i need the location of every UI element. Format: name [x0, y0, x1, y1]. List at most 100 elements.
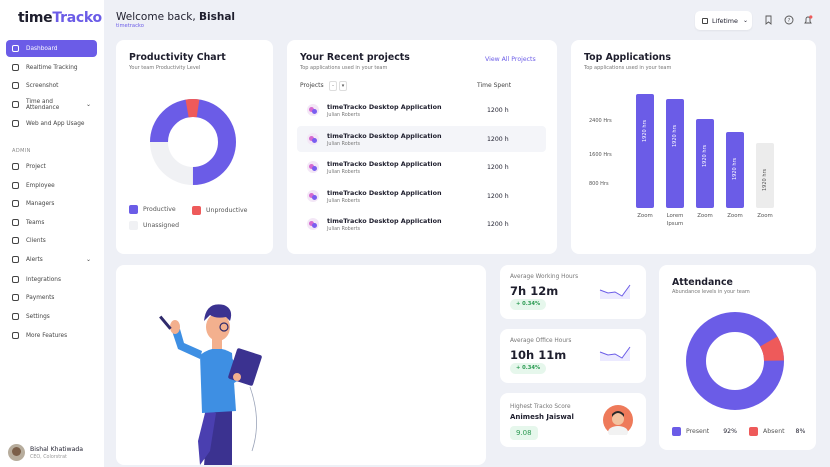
chart-bar[interactable]	[666, 99, 684, 208]
app-logo-icon	[307, 190, 319, 202]
app-logo-icon	[307, 218, 319, 230]
x-tick-label: Zoom	[757, 213, 773, 219]
gear-icon	[12, 313, 19, 320]
legend-swatch	[129, 205, 138, 214]
card-subtitle: Top applications used in your team	[300, 65, 388, 71]
notification-bell-icon[interactable]	[803, 15, 813, 25]
person-illustration	[159, 304, 262, 465]
sidebar-item-time-attendance[interactable]: Time and Attendance ⌄	[6, 96, 97, 113]
activity-icon	[12, 64, 19, 71]
sidebar-item-web-app-usage[interactable]: Web and App Usage	[6, 115, 97, 132]
illustration-card	[116, 265, 486, 465]
folder-icon	[12, 163, 19, 170]
column-header-time: Time Spent	[477, 82, 512, 89]
sort-desc-button[interactable]: ▾	[339, 81, 347, 91]
app-logo-icon	[307, 104, 319, 116]
view-all-projects-link[interactable]: View All Projects	[485, 56, 536, 63]
sidebar-item-more-features[interactable]: More Features	[6, 327, 97, 344]
app-logo-icon	[307, 161, 319, 173]
sidebar-item-screenshot[interactable]: Screenshot	[6, 77, 97, 94]
bookmark-icon[interactable]	[764, 15, 773, 25]
sidebar-item-integrations[interactable]: Integrations	[6, 271, 97, 288]
score-badge: 9.08	[510, 426, 538, 440]
chart-bar[interactable]	[756, 142, 774, 208]
sidebar-item-teams[interactable]: Teams	[6, 214, 97, 231]
svg-text:?: ?	[788, 18, 791, 24]
card-subtitle: Abundance levels in your team	[672, 289, 750, 295]
highest-score-card: Highest Tracko Score Animesh Jaiswal 9.0…	[500, 393, 646, 447]
avg-working-hours-card: Average Working Hours 7h 12m + 0.34%	[500, 265, 646, 319]
avatar	[8, 444, 25, 461]
trend-sparkline-icon	[599, 346, 631, 361]
legend-swatch	[192, 206, 201, 215]
bar-value-label: 1920 hrs	[642, 119, 648, 142]
legend-absent: Absent 8%	[749, 427, 805, 436]
table-row[interactable]: timeTracko Desktop Application Julian Rob…	[297, 126, 546, 152]
table-row[interactable]: timeTracko Desktop Application Julian Rob…	[297, 183, 546, 209]
chart-bar[interactable]	[726, 132, 744, 208]
recent-projects-card: Your Recent projects Top applications us…	[287, 40, 557, 254]
clock-icon	[12, 101, 19, 108]
user-profile[interactable]: Bishal Khatiwada CEO, Colorstrat	[8, 444, 83, 461]
sidebar-item-clients[interactable]: Clients	[6, 232, 97, 249]
sidebar-item-managers[interactable]: Managers	[6, 195, 97, 212]
chevron-down-icon: ⌄	[742, 17, 748, 24]
metric-value: 7h 12m	[510, 284, 559, 298]
y-tick-label: 1600 Hrs	[589, 152, 612, 158]
chart-bar[interactable]	[636, 94, 654, 208]
card-title: Your Recent projects	[300, 52, 410, 63]
legend-productive: Productive	[129, 205, 176, 214]
table-row[interactable]: timeTracko Desktop Application Julian Rob…	[297, 211, 546, 237]
avg-office-hours-card: Average Office Hours 10h 11m + 0.34%	[500, 329, 646, 383]
help-icon[interactable]: ?	[784, 15, 794, 25]
plus-circle-icon	[12, 332, 19, 339]
chart-bar[interactable]	[696, 118, 714, 208]
app-logo[interactable]: timeTracko	[18, 10, 102, 26]
y-tick-label: 800 Hrs	[589, 181, 609, 187]
attendance-donut	[686, 311, 784, 410]
column-header-projects: Projects	[300, 82, 324, 89]
bar-value-label: 1920 hrs	[762, 168, 768, 191]
avatar	[603, 405, 633, 435]
card-subtitle: Top applications used in your team	[584, 65, 672, 71]
chevron-down-icon: ⌄	[85, 256, 91, 263]
metric-value: 10h 11m	[510, 348, 567, 362]
productivity-donut	[150, 99, 236, 185]
team-icon	[12, 219, 19, 226]
metric-title: Average Working Hours	[510, 274, 579, 280]
legend-unassigned: Unassigned	[129, 221, 179, 230]
sidebar-item-alerts[interactable]: Alerts ⌄	[6, 251, 97, 268]
table-row[interactable]: timeTracko Desktop Application Julian Rob…	[297, 97, 546, 123]
card-title: Top Applications	[584, 52, 671, 63]
home-icon	[12, 45, 19, 52]
productivity-card: Productivity Chart Your team Productivit…	[116, 40, 273, 254]
top-applications-card: Top Applications Top applications used i…	[571, 40, 816, 254]
card-title: Productivity Chart	[129, 52, 226, 63]
change-badge: + 0.34%	[510, 363, 547, 374]
x-tick-label: Zoom	[727, 213, 743, 219]
sidebar: timeTracko Dashboard Realtime Tracking S…	[0, 0, 104, 467]
attendance-card: Attendance Abundance levels in your team…	[659, 265, 816, 450]
sidebar-section-admin: ADMIN	[12, 148, 31, 154]
bar-value-label: 1920 hrs	[732, 157, 738, 180]
legend-unproductive: Unproductive	[192, 206, 247, 215]
top-scorer-name: Animesh Jaiswal	[510, 413, 574, 421]
sort-asc-button[interactable]: -	[329, 81, 337, 91]
date-range-select[interactable]: Lifetime ⌄	[695, 11, 752, 30]
sidebar-item-project[interactable]: Project	[6, 158, 97, 175]
user-role: CEO, Colorstrat	[30, 454, 67, 460]
sidebar-item-employee[interactable]: Employee	[6, 177, 97, 194]
sidebar-item-dashboard[interactable]: Dashboard	[6, 40, 97, 57]
legend-present: Present 92%	[672, 427, 737, 436]
table-row[interactable]: timeTracko Desktop Application Julian Rob…	[297, 154, 546, 180]
manager-icon	[12, 200, 19, 207]
chevron-down-icon: ⌄	[85, 101, 91, 108]
bar-value-label: 1920 hrs	[672, 125, 678, 148]
calendar-icon	[702, 17, 708, 24]
sidebar-item-settings[interactable]: Settings	[6, 308, 97, 325]
sidebar-item-payments[interactable]: Payments	[6, 289, 97, 306]
page-title: Welcome back, Bishal	[116, 11, 236, 23]
app-logo-icon	[307, 133, 319, 145]
metric-title: Highest Tracko Score	[510, 404, 571, 410]
sidebar-item-realtime-tracking[interactable]: Realtime Tracking	[6, 59, 97, 76]
